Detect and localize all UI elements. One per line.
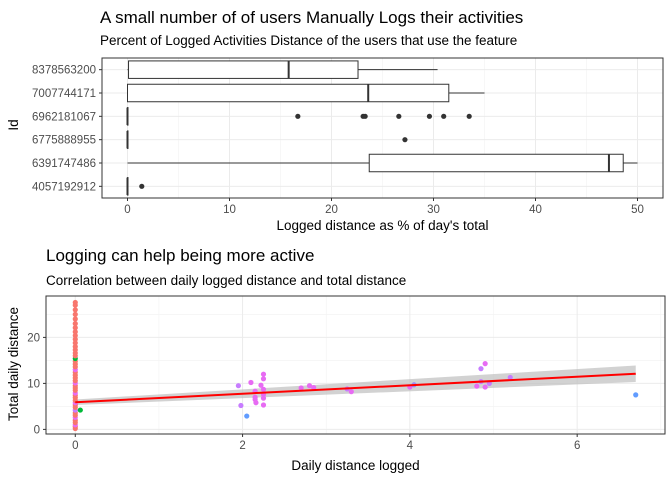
box-chart-y-tick-label: 6775888955 <box>32 135 96 147</box>
scatter-point <box>482 361 488 367</box>
scatter-point <box>306 383 313 389</box>
box-chart-y-axis-title: Id <box>6 119 21 130</box>
box-chart-y-tick-label: 7007744171 <box>32 88 96 100</box>
scatter-point <box>474 383 480 389</box>
box-chart-plot-area: 0 10 20 30 40 50 4057192912 6391747486 677588895… <box>32 57 664 216</box>
scatter-point <box>311 384 317 391</box>
scatter-point <box>253 400 259 406</box>
scatter-chart-x-tick-label: 0 <box>72 440 78 452</box>
scatter-chart-x-tick-label: 2 <box>239 440 245 452</box>
box-outlier-point <box>441 113 447 119</box>
scatter-point <box>72 340 78 346</box>
box-6391747486 <box>127 153 638 173</box>
box-outlier-point <box>295 113 301 119</box>
scatter-point <box>72 311 78 317</box>
box-6775888955 <box>126 130 408 149</box>
scatter-chart-title: Logging can help being more active <box>46 246 314 265</box>
scatter-point <box>72 344 78 350</box>
scatter-point <box>298 385 304 391</box>
scatter-point <box>478 366 484 372</box>
scatter-point <box>238 402 244 409</box>
scatter-chart-y-tick-label: 10 <box>27 378 40 390</box>
scatter-point <box>348 389 354 395</box>
scatter-chart-x-tick-label: 4 <box>407 440 414 452</box>
box-6962181067 <box>126 107 472 126</box>
scatter-chart-panel-border <box>45 295 666 435</box>
scatter-point <box>77 407 83 413</box>
scatter-point <box>244 413 250 419</box>
scatter-chart-x-axis-title: Daily distance logged <box>291 458 419 473</box>
box-chart-x-tick-label: 50 <box>631 204 644 216</box>
box-outlier-point <box>362 113 368 119</box>
box-7007744171 <box>127 83 485 103</box>
scatter-chart-panel-background <box>46 296 665 434</box>
box-chart-x-tick-label: 0 <box>124 204 130 216</box>
box-8378563200 <box>127 60 438 79</box>
box-iqr <box>368 153 624 173</box>
scatter-point <box>260 386 267 392</box>
scatter-point <box>235 383 241 389</box>
box-chart-x-axis-title: Logged distance as % of day's total <box>277 218 489 233</box>
scatter-point <box>260 376 267 382</box>
box-iqr <box>127 83 450 103</box>
scatter-point <box>248 379 254 386</box>
box-chart-y-tick-label: 8378563200 <box>32 65 96 77</box>
box-chart-y-tick-label: 6391747486 <box>32 158 96 170</box>
scatter-point <box>72 299 78 306</box>
box-outlier-point <box>396 113 402 119</box>
box-chart-y-tick-label: 4057192912 <box>32 181 96 193</box>
scatter-point <box>260 395 267 401</box>
scatter-point <box>482 384 488 390</box>
box-chart-x-tick-label: 10 <box>223 204 236 216</box>
scatter-point <box>72 325 78 331</box>
scatter-point <box>258 382 264 388</box>
scatter-point <box>260 402 267 408</box>
box-chart-x-tick-label: 30 <box>427 204 440 216</box>
box-4057192912 <box>126 177 145 196</box>
box-iqr <box>128 60 359 79</box>
box-chart-title: A small number of of users Manually Logs… <box>100 8 523 27</box>
box-outlier-point <box>402 137 408 143</box>
scatter-chart-plot-area: 0 2 4 6 0 10 20 <box>27 295 666 452</box>
scatter-point <box>72 336 78 342</box>
scatter-point <box>72 329 78 335</box>
box-outlier-point <box>466 113 472 119</box>
scatter-chart-y-tick-label: 0 <box>34 424 40 436</box>
scatter-point <box>72 307 78 313</box>
box-chart-y-tick-label: 6962181067 <box>32 111 96 123</box>
scatter-point <box>507 374 513 381</box>
box-chart-x-tick-label: 20 <box>325 204 338 216</box>
scatter-chart-x-tick-label: 6 <box>574 440 580 452</box>
box-outlier-point <box>426 113 433 119</box>
scatter-point <box>72 316 78 322</box>
scatter-chart-y-axis-title: Total daily distance <box>6 307 21 421</box>
box-chart-x-tick-label: 40 <box>529 204 542 216</box>
scatter-point <box>260 371 267 377</box>
box-chart-panel-border <box>101 57 664 199</box>
scatter-point <box>72 332 78 339</box>
scatter-point <box>633 392 639 398</box>
scatter-point <box>72 321 78 327</box>
box-chart-subtitle: Percent of Logged Activities Distance of… <box>100 33 517 48</box>
box-outlier-point <box>139 183 145 189</box>
scatter-trend-line <box>75 372 636 404</box>
scatter-chart-y-tick-label: 20 <box>27 332 40 344</box>
scatter-chart-subtitle: Correlation between daily logged distanc… <box>46 273 406 288</box>
